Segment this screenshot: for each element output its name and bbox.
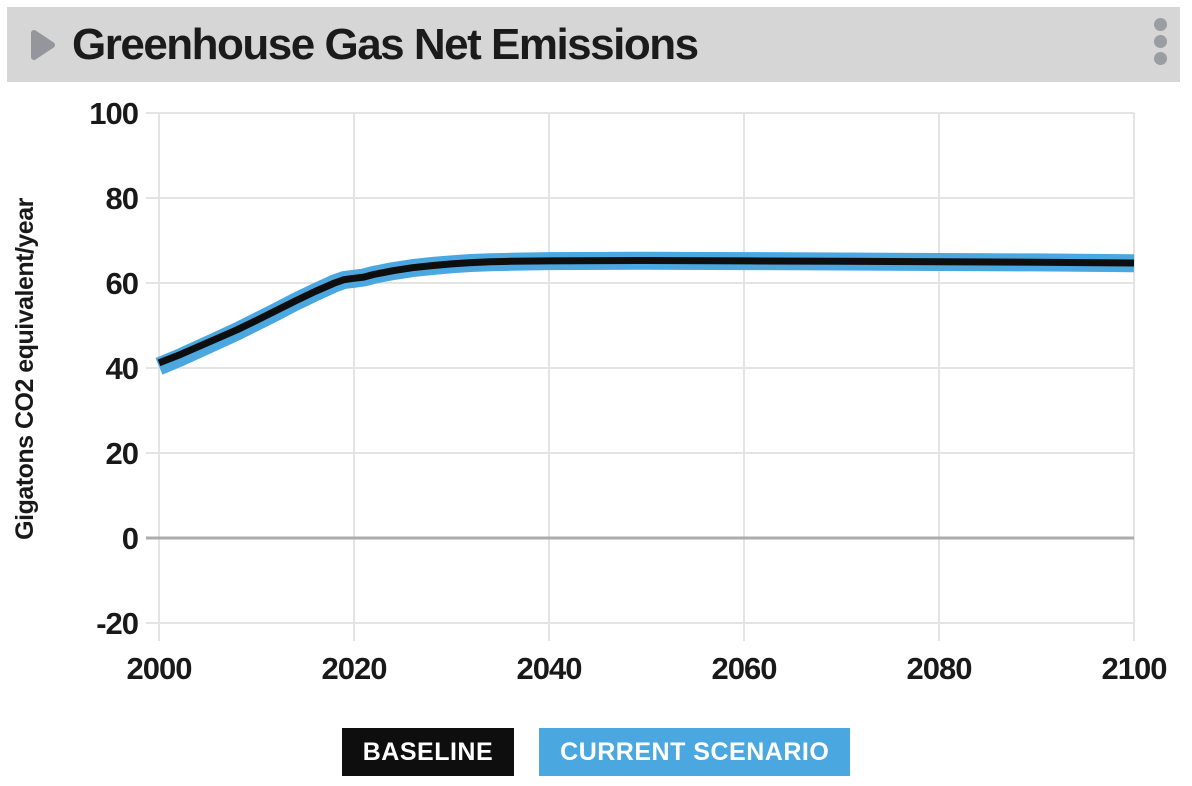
series-baseline (157, 257, 1135, 367)
x-tick-label: 2100 (1102, 651, 1167, 686)
kebab-menu-button[interactable] (1154, 18, 1168, 65)
x-tick-label: 2000 (127, 651, 192, 686)
y-tick-label: 0 (122, 521, 138, 556)
kebab-dot-icon (1154, 18, 1167, 31)
y-tick-label: 60 (106, 266, 138, 301)
kebab-dot-icon (1154, 35, 1167, 48)
kebab-dot-icon (1154, 52, 1167, 65)
y-tick-label: 20 (106, 436, 138, 471)
chart-header[interactable]: Greenhouse Gas Net Emissions (7, 7, 1180, 82)
legend-current-scenario: CURRENT SCENARIO (539, 728, 851, 776)
x-tick-label: 2080 (907, 651, 972, 686)
y-tick-label: 40 (106, 351, 138, 386)
chart-legend: BASELINE CURRENT SCENARIO (0, 728, 1192, 776)
right-triangle-icon (31, 30, 55, 60)
y-tick-label: -20 (96, 606, 138, 641)
legend-baseline: BASELINE (341, 728, 515, 776)
y-tick-label: 100 (89, 96, 138, 131)
x-tick-label: 2060 (712, 651, 777, 686)
series-current-scenario (155, 251, 1135, 375)
y-axis-title: Gigatons CO2 equivalent/year (11, 197, 39, 539)
expand-toggle-button[interactable] (30, 29, 56, 61)
y-tick-label: 80 (106, 181, 138, 216)
x-tick-label: 2020 (322, 651, 387, 686)
chart-title: Greenhouse Gas Net Emissions (72, 20, 699, 69)
x-tick-label: 2040 (517, 651, 582, 686)
emissions-chart[interactable]: 100 80 60 40 20 0 -20 2000 2020 2040 2060 2080 2100 G… (0, 76, 1192, 786)
